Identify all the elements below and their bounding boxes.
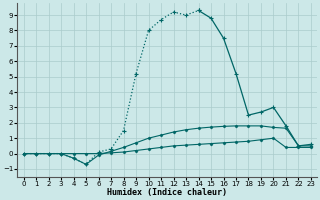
X-axis label: Humidex (Indice chaleur): Humidex (Indice chaleur) <box>107 188 227 197</box>
